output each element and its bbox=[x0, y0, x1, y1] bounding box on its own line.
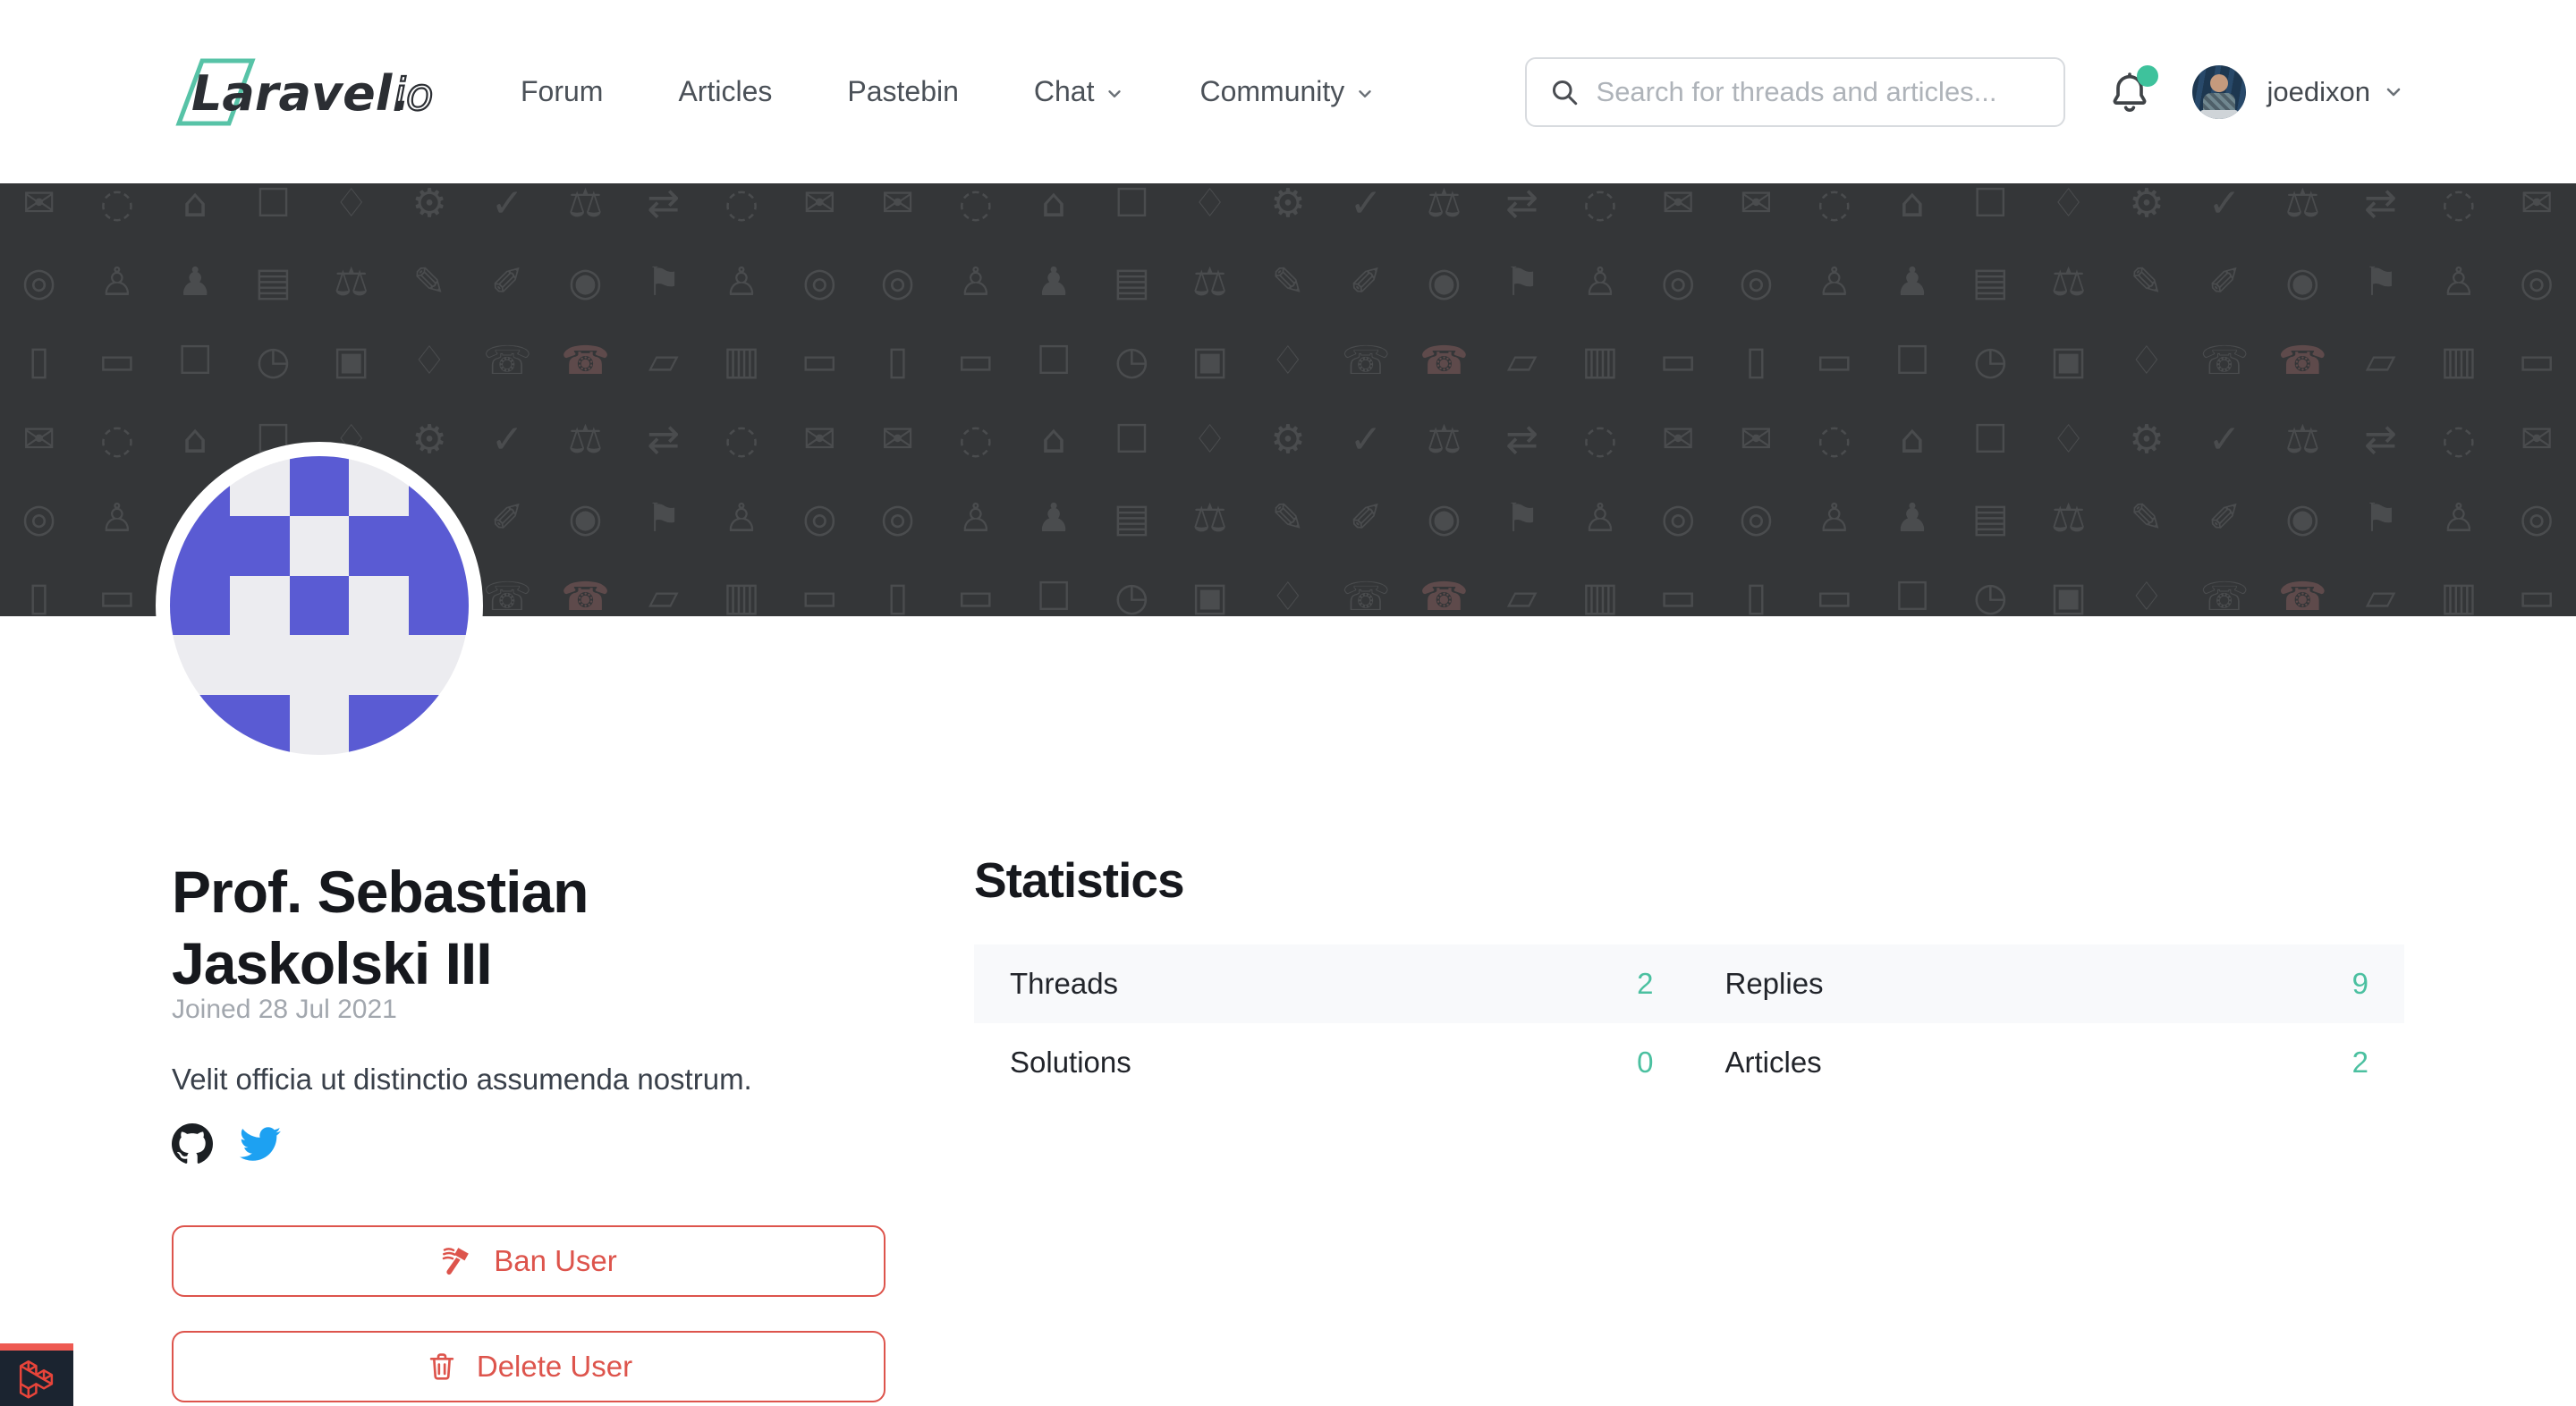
identicon-grid bbox=[170, 456, 469, 755]
nav-chat[interactable]: Chat bbox=[1034, 75, 1125, 108]
laravelio-logo[interactable]: Laravel. io bbox=[172, 54, 449, 131]
stats-row: Threads 2 Replies 9 bbox=[974, 944, 2404, 1023]
unread-indicator bbox=[2136, 64, 2158, 87]
profile-name: Prof. Sebastian Jaskolski III bbox=[172, 859, 589, 996]
search-input[interactable] bbox=[1596, 75, 2042, 108]
twitter-icon bbox=[240, 1127, 281, 1161]
joined-date: Joined 28 Jul 2021 bbox=[172, 995, 397, 1024]
trash-icon bbox=[429, 1353, 454, 1380]
twitter-link[interactable] bbox=[240, 1123, 281, 1165]
statistics-section: Statistics Threads 2 Replies 9 Solutions… bbox=[974, 0, 2404, 1406]
chevron-down-icon bbox=[1108, 89, 1122, 97]
nav-articles[interactable]: Articles bbox=[678, 75, 773, 107]
profile-section: Prof. Sebastian Jaskolski III Joined 28 … bbox=[172, 0, 887, 1406]
github-icon bbox=[172, 1123, 213, 1164]
primary-nav: Forum Articles Pastebin Chat Community bbox=[521, 75, 1375, 108]
site-header: Laravel. io Forum Articles Pastebin Chat… bbox=[0, 0, 2576, 183]
stat-replies: Replies 9 bbox=[1724, 967, 2369, 1000]
search-icon bbox=[1552, 80, 1577, 105]
profile-avatar bbox=[156, 442, 483, 769]
laravel-mark-icon bbox=[19, 1359, 54, 1399]
stat-solutions: Solutions 0 bbox=[1010, 1046, 1654, 1079]
statistics-title: Statistics bbox=[974, 852, 1185, 908]
nav-community[interactable]: Community bbox=[1199, 75, 1375, 108]
stat-articles: Articles 2 bbox=[1724, 1046, 2369, 1079]
chevron-down-icon bbox=[1359, 89, 1371, 97]
delete-user-button[interactable]: Delete User bbox=[172, 1331, 886, 1402]
svg-text:Laravel.: Laravel. bbox=[191, 65, 411, 122]
statistics-table: Threads 2 Replies 9 Solutions 0 Articles… bbox=[974, 944, 2404, 1102]
stat-threads: Threads 2 bbox=[1010, 967, 1654, 1000]
chevron-down-icon bbox=[2386, 88, 2401, 96]
stats-row: Solutions 0 Articles 2 bbox=[974, 1023, 2404, 1102]
debugbar-toggle[interactable] bbox=[0, 1343, 73, 1406]
username: joedixon bbox=[2267, 75, 2370, 107]
github-link[interactable] bbox=[172, 1123, 213, 1165]
ban-user-button[interactable]: Ban User bbox=[172, 1225, 886, 1297]
user-menu[interactable]: joedixon bbox=[2267, 76, 2404, 108]
user-avatar[interactable] bbox=[2191, 64, 2246, 119]
nav-forum[interactable]: Forum bbox=[521, 75, 604, 107]
search-box[interactable] bbox=[1524, 56, 2065, 127]
laravelio-logo-icon: Laravel. io bbox=[175, 58, 435, 125]
debugbar-strip bbox=[0, 1343, 73, 1351]
nav-pastebin[interactable]: Pastebin bbox=[847, 75, 959, 107]
ban-hammer-icon bbox=[442, 1248, 470, 1275]
social-links bbox=[172, 1123, 281, 1165]
debugbar-box bbox=[0, 1351, 73, 1406]
svg-text:io: io bbox=[394, 69, 433, 121]
notifications-button[interactable] bbox=[2106, 64, 2158, 117]
profile-bio: Velit officia ut distinctio assumenda no… bbox=[172, 1063, 752, 1096]
